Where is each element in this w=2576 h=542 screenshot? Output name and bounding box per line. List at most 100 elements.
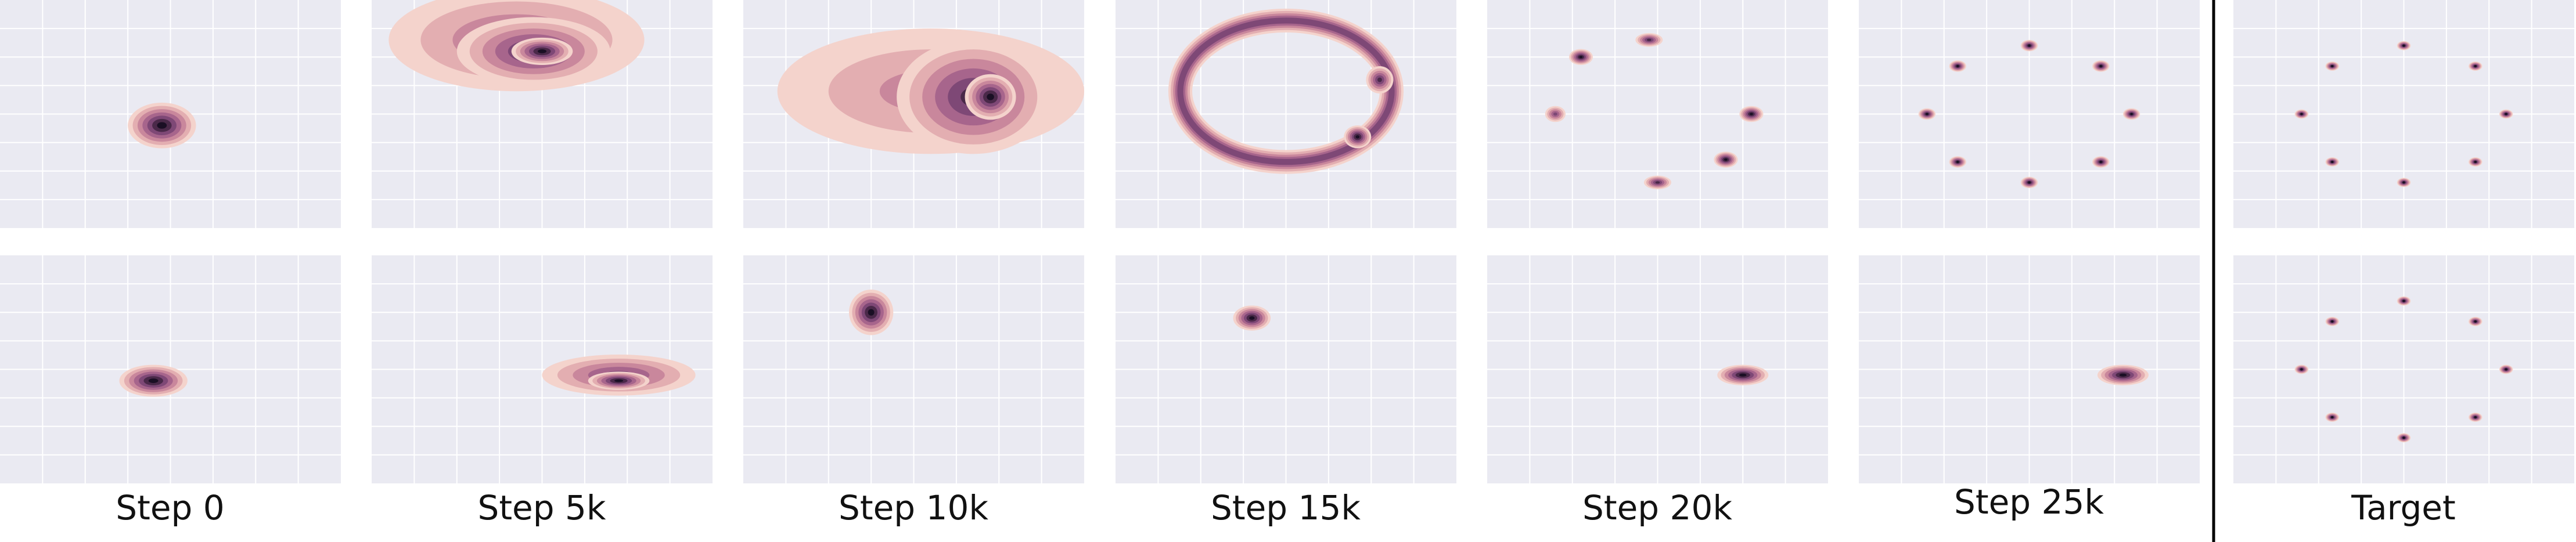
density-blob-7 <box>2294 109 2309 119</box>
panel-step-10k-row-1 <box>743 0 1084 228</box>
blob-contour-7 <box>1724 158 1728 161</box>
panel-step-5k-row-1 <box>372 0 713 228</box>
column-label-step-15k: Step 15k <box>1211 488 1361 527</box>
blob-contour-7 <box>614 379 624 382</box>
density-blob-8 <box>2325 317 2339 326</box>
column-label-step-0: Step 0 <box>116 488 224 527</box>
density-blob-5 <box>2397 433 2411 443</box>
density-blob-3 <box>2499 364 2513 374</box>
density-blob-1 <box>2397 296 2411 306</box>
column-label-step-20k: Step 20k <box>1582 488 1732 527</box>
blob-contour-6 <box>1646 38 1652 41</box>
column-label-step-10k: Step 10k <box>839 488 988 527</box>
blob-contour-7 <box>537 49 547 53</box>
density-blob-7 <box>1918 108 1936 120</box>
density-blob-1 <box>1233 305 1271 331</box>
blob-contour-7 <box>2474 416 2477 419</box>
density-blob-8 <box>1949 60 1966 72</box>
blob-contour-7 <box>2099 64 2102 67</box>
blob-contour-6 <box>1655 181 1660 184</box>
blob-contour-5 <box>1553 112 1557 116</box>
blob-contour-7 <box>2331 161 2334 164</box>
blob-contour-7 <box>2474 64 2477 67</box>
panel-grid <box>1116 255 1456 483</box>
blob-contour-7 <box>2331 64 2334 67</box>
blob-contour-7 <box>2402 436 2405 439</box>
blob-contour-7 <box>2402 44 2405 47</box>
density-blob-3 <box>2122 108 2140 120</box>
panel-step-0-row-2 <box>0 255 341 483</box>
panel-step-25k-row-2 <box>1859 255 2200 483</box>
blob-contour-7 <box>2331 320 2334 323</box>
density-blob-1 <box>1717 364 1769 386</box>
density-blob-1 <box>1568 49 1593 66</box>
density-blob-6 <box>2325 413 2339 422</box>
panel-grid <box>2233 0 2574 228</box>
density-blob-1 <box>2397 41 2411 50</box>
panel-grid <box>1859 0 2200 228</box>
density-blob-8 <box>2325 62 2339 71</box>
blob-contour-7 <box>868 309 875 316</box>
density-blob-1 <box>2097 364 2149 386</box>
density-blob-4 <box>1714 151 1738 168</box>
density-blob-1 <box>119 364 188 397</box>
density-blob-3 <box>965 74 1016 120</box>
density-blob-3 <box>2499 109 2513 119</box>
panel-target-row-1 <box>2233 0 2574 228</box>
blob-contour-7 <box>1739 373 1747 377</box>
density-blob-4 <box>2469 157 2483 167</box>
panel-step-10k-row-2 <box>743 255 1084 483</box>
panel-step-15k-row-1 <box>1116 0 1456 228</box>
density-blob-5 <box>1644 175 1671 190</box>
panel-step-0-row-1 <box>0 0 341 228</box>
blob-contour-7 <box>2505 113 2507 115</box>
panel-grid <box>372 255 713 483</box>
blob-contour-7 <box>2402 299 2405 302</box>
density-blob-2 <box>2092 60 2110 72</box>
panel-grid <box>1487 255 1828 483</box>
blob-contour-6 <box>1377 77 1382 82</box>
blob-contour-7 <box>2402 181 2405 184</box>
panel-grid <box>0 255 341 483</box>
panel-target-row-2 <box>2233 255 2574 483</box>
blob-contour-7 <box>2300 368 2303 371</box>
blob-contour-7 <box>1579 56 1583 59</box>
blob-contour-7 <box>2099 161 2102 164</box>
panel-grid <box>743 255 1084 483</box>
column-label-step-25k: Step 25k <box>1954 482 2104 522</box>
panel-grid <box>1116 0 1456 228</box>
panel-grid <box>2233 255 2574 483</box>
density-blob-2 <box>1635 32 1663 47</box>
blob-contour-7 <box>1956 161 1959 164</box>
density-blob-2 <box>588 371 650 390</box>
density-blob-3 <box>511 37 573 66</box>
column-label-target: Target <box>2351 488 2455 527</box>
blob-contour-7 <box>987 93 994 100</box>
density-blob-5 <box>2020 176 2038 189</box>
blob-contour-7 <box>2119 373 2127 377</box>
blob-contour-7 <box>1355 135 1360 139</box>
panel-step-20k-row-2 <box>1487 255 1828 483</box>
density-blob-7 <box>2294 364 2309 374</box>
panel-step-25k-row-1 <box>1859 0 2200 228</box>
density-blob-1 <box>2020 39 2038 52</box>
blob-contour-7 <box>1249 316 1255 320</box>
density-blob-4 <box>2469 413 2483 422</box>
density-blob-6 <box>2325 157 2339 167</box>
density-blob-2 <box>2469 62 2483 71</box>
density-blob-2 <box>1366 66 1394 94</box>
density-blob-2 <box>2469 317 2483 326</box>
column-label-step-5k: Step 5k <box>478 488 606 527</box>
blob-contour-7 <box>1926 113 1929 115</box>
blob-contour-7 <box>148 378 159 384</box>
density-blob-3 <box>1739 106 1764 122</box>
panels-layer <box>0 0 2574 483</box>
blob-contour-7 <box>2474 320 2477 323</box>
density-blob-1 <box>128 102 196 149</box>
blob-contour-7 <box>2474 161 2477 164</box>
blob-contour-7 <box>2130 113 2133 115</box>
blob-contour-7 <box>2028 181 2031 184</box>
blob-contour-7 <box>1956 64 1959 67</box>
column-labels: Step 0 Step 5k Step 10k Step 15k Step 20… <box>116 482 2455 527</box>
